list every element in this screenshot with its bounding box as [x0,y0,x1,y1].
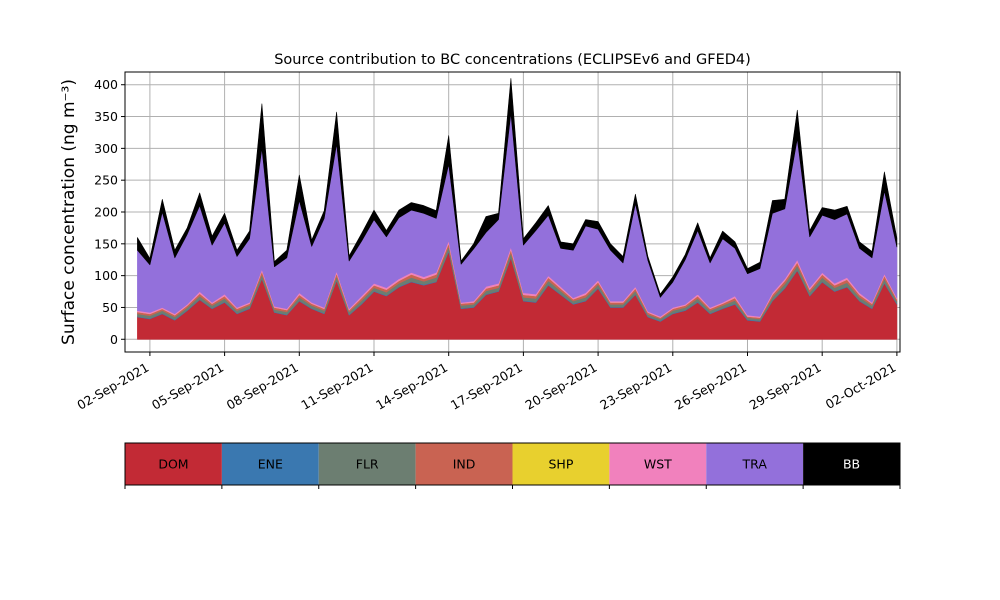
x-tick-label: 05-Sep-2021 [149,360,226,413]
chart-title: Source contribution to BC concentrations… [274,52,751,68]
legend-label-ind: IND [453,457,476,472]
legend-swatch-wst [609,443,707,485]
y-tick-label: 200 [94,205,118,220]
legend-swatch-ind [415,443,513,485]
legend-label-flr: FLR [356,457,379,472]
legend-swatch-shp [512,443,610,485]
y-axis: 0 50 100 150 200 250 300 350 400 [94,77,125,347]
legend-swatch-tra [706,443,804,485]
x-tick-label: 14-Sep-2021 [373,360,450,413]
area-bb [137,78,898,298]
legend-swatch-dom [125,443,222,485]
y-tick-label: 350 [94,109,118,124]
y-tick-label: 150 [94,236,118,251]
legend-label-bb: BB [843,457,860,472]
y-tick-label: 250 [94,173,118,188]
y-tick-label: 300 [94,141,118,156]
legend-label-tra: TRA [742,457,768,472]
legend-swatch-flr [318,443,416,485]
legend-colorbar: DOM ENE FLR IND SHP WST TRA BB [124,442,901,489]
x-tick-label: 23-Sep-2021 [597,360,674,413]
x-tick-label: 02-Oct-2021 [823,360,899,412]
stacked-areas [137,78,898,340]
legend-label-dom: DOM [158,457,188,472]
y-tick-label: 400 [94,77,118,92]
x-tick-label: 11-Sep-2021 [298,360,375,413]
y-axis-label: Surface concentration (ng m⁻³) [59,79,79,345]
legend-label-wst: WST [644,457,672,472]
legend-label-ene: ENE [258,457,283,472]
legend-swatch-bb [803,443,900,485]
x-tick-label: 02-Sep-2021 [74,360,151,413]
y-tick-label: 0 [110,332,118,347]
x-tick-label: 08-Sep-2021 [224,360,301,413]
x-tick-label: 17-Sep-2021 [448,360,525,413]
legend-swatch-ene [221,443,319,485]
y-tick-label: 100 [94,268,118,283]
x-tick-label: 29-Sep-2021 [747,360,824,413]
x-tick-label: 26-Sep-2021 [672,360,749,413]
x-tick-label: 20-Sep-2021 [523,360,600,413]
x-axis: 02-Sep-202105-Sep-202108-Sep-202111-Sep-… [74,352,898,413]
y-tick-label: 50 [102,300,118,315]
legend-label-shp: SHP [549,457,574,472]
